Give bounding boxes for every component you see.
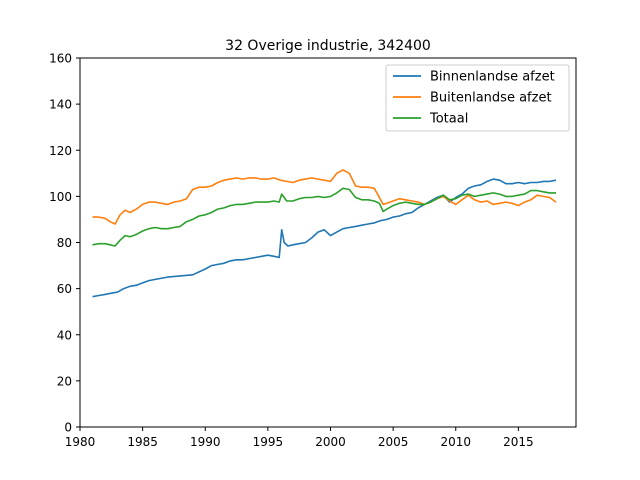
y-tick-label: 100	[49, 190, 72, 204]
series-line-2	[92, 169, 557, 225]
x-tick-label: 2010	[440, 435, 471, 449]
y-tick-label: 40	[57, 328, 72, 342]
chart-title: 32 Overige industrie, 342400	[225, 38, 431, 54]
series-line-3	[92, 187, 556, 247]
x-tick-label: 1990	[190, 435, 221, 449]
y-tick-label: 160	[49, 52, 72, 66]
y-tick-label: 60	[57, 282, 72, 296]
series-line-1	[92, 178, 557, 298]
legend: Binnenlandse afzet Buitenlandse afzet Tota…	[385, 64, 570, 132]
legend-box	[385, 64, 570, 132]
y-tick-label: 120	[49, 144, 72, 158]
legend-label: Buitenlandse afzet	[430, 91, 552, 106]
x-tick-label: 1995	[253, 435, 284, 449]
x-tick-label: 1985	[127, 435, 158, 449]
y-tick-label: 140	[49, 98, 72, 112]
y-tick-label: 80	[57, 236, 72, 250]
y-tick-label: 0	[64, 421, 72, 435]
x-tick-label: 1980	[65, 435, 96, 449]
x-tick-label: 2000	[315, 435, 346, 449]
series-layer	[92, 169, 557, 298]
legend-label: Totaal	[429, 112, 468, 127]
x-axis: 1980 1985 1990 1995 2000 2005 2010 2015	[65, 427, 534, 449]
x-tick-label: 2015	[503, 435, 534, 449]
y-axis: 0 20 40 60 80 100 120 140 160	[49, 52, 80, 435]
legend-label: Binnenlandse afzet	[430, 70, 555, 85]
x-tick-label: 2005	[378, 435, 409, 449]
y-tick-label: 20	[57, 374, 72, 388]
